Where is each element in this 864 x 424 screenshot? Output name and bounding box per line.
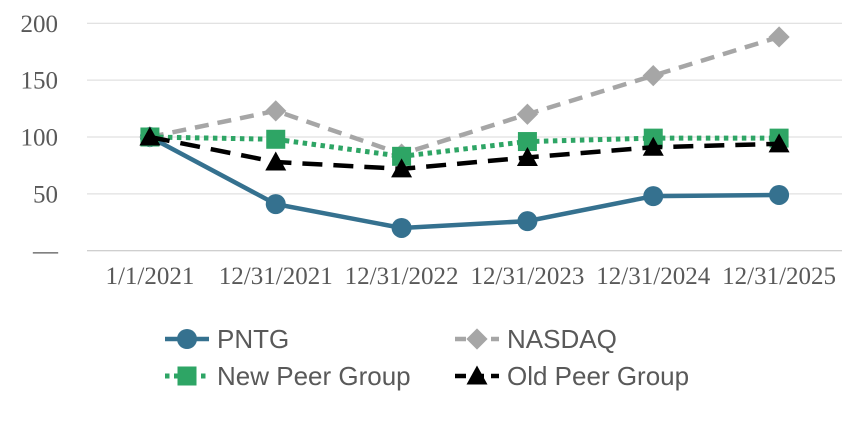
diamond-marker bbox=[516, 103, 539, 125]
x-tick-label: 12/31/2021 bbox=[219, 263, 333, 290]
circle-marker bbox=[265, 194, 286, 215]
square-marker bbox=[517, 132, 537, 152]
legend-label-new-peer-group: New Peer Group bbox=[217, 361, 411, 391]
legend-item-old-peer-group: Old Peer Group bbox=[455, 362, 689, 390]
x-tick-label: 12/31/2025 bbox=[722, 263, 836, 290]
old-peer-group-triangle-line-icon bbox=[455, 365, 499, 385]
nasdaq-line bbox=[149, 34, 780, 157]
new-peer-group-line bbox=[149, 134, 780, 159]
legend-item-new-peer-group: New Peer Group bbox=[165, 362, 455, 390]
triangle-marker bbox=[391, 158, 413, 178]
y-tick-label: 100 bbox=[21, 125, 59, 152]
triangle-marker bbox=[516, 146, 538, 166]
legend-label-old-peer-group: Old Peer Group bbox=[507, 361, 690, 391]
x-tick-label: 12/31/2024 bbox=[596, 263, 710, 290]
old-peer-group-line bbox=[149, 134, 780, 172]
triangle-marker bbox=[139, 126, 161, 146]
diamond-marker bbox=[466, 328, 488, 350]
y-tick-label: 200 bbox=[21, 11, 59, 38]
x-tick-label: 1/1/2021 bbox=[105, 263, 194, 290]
y-tick-label: 150 bbox=[21, 68, 59, 95]
triangle-marker bbox=[642, 136, 664, 156]
pntg-line bbox=[148, 135, 780, 231]
triangle-marker bbox=[466, 365, 488, 385]
square-marker bbox=[266, 129, 286, 149]
circle-marker bbox=[769, 184, 790, 205]
circle-marker bbox=[643, 186, 664, 207]
circle-marker bbox=[177, 329, 197, 349]
y-tick-label: 50 bbox=[33, 181, 58, 208]
x-tick-label: 12/31/2022 bbox=[345, 263, 459, 290]
square-marker bbox=[177, 366, 197, 386]
legend-item-nasdaq: NASDAQ bbox=[455, 325, 689, 353]
chart-legend: PNTG NASDAQ New Peer Group Old Peer Grou… bbox=[165, 325, 689, 390]
new-peer-group-square-line-icon bbox=[165, 366, 209, 386]
y-tick-label: — bbox=[32, 238, 59, 265]
triangle-marker bbox=[768, 133, 790, 153]
legend-label-pntg: PNTG bbox=[217, 324, 290, 354]
diamond-marker bbox=[642, 64, 664, 87]
diamond-marker bbox=[265, 100, 287, 122]
diamond-marker bbox=[768, 26, 790, 48]
circle-marker bbox=[391, 217, 412, 238]
x-tick-label: 12/31/2023 bbox=[470, 263, 584, 290]
nasdaq-diamond-line-icon bbox=[455, 328, 499, 350]
legend-label-nasdaq: NASDAQ bbox=[507, 324, 617, 354]
line-chart-plot-area: 200 150 100 50 — 1/1/2021 12/31/2021 12/31/2022… bbox=[21, 11, 842, 290]
pntg-circle-line-icon bbox=[165, 329, 209, 349]
triangle-marker bbox=[265, 151, 287, 171]
circle-marker bbox=[517, 211, 538, 232]
square-marker bbox=[392, 146, 412, 166]
legend-item-pntg: PNTG bbox=[165, 325, 455, 353]
